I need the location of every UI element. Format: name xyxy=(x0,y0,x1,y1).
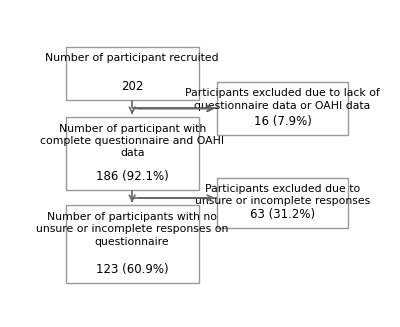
Bar xyxy=(66,205,199,284)
Text: 123 (60.9%): 123 (60.9%) xyxy=(96,264,168,276)
Text: Number of participants with no
unsure or incomplete responses on
questionnaire: Number of participants with no unsure or… xyxy=(36,212,228,247)
Text: 202: 202 xyxy=(121,79,143,93)
Text: 16 (7.9%): 16 (7.9%) xyxy=(254,115,312,128)
Text: 63 (31.2%): 63 (31.2%) xyxy=(250,208,315,221)
Text: Participants excluded due to
unsure or incomplete responses: Participants excluded due to unsure or i… xyxy=(195,184,370,206)
Text: Number of participant with
complete questionnaire and OAHI
data: Number of participant with complete ques… xyxy=(40,124,224,158)
Bar xyxy=(218,82,348,135)
Text: Number of participant recruited: Number of participant recruited xyxy=(45,53,219,63)
Bar xyxy=(66,47,199,100)
Bar xyxy=(218,178,348,228)
Bar xyxy=(66,117,199,190)
Text: Participants excluded due to lack of
questionnaire data or OAHI data: Participants excluded due to lack of que… xyxy=(185,88,380,111)
Text: 186 (92.1%): 186 (92.1%) xyxy=(96,170,168,183)
